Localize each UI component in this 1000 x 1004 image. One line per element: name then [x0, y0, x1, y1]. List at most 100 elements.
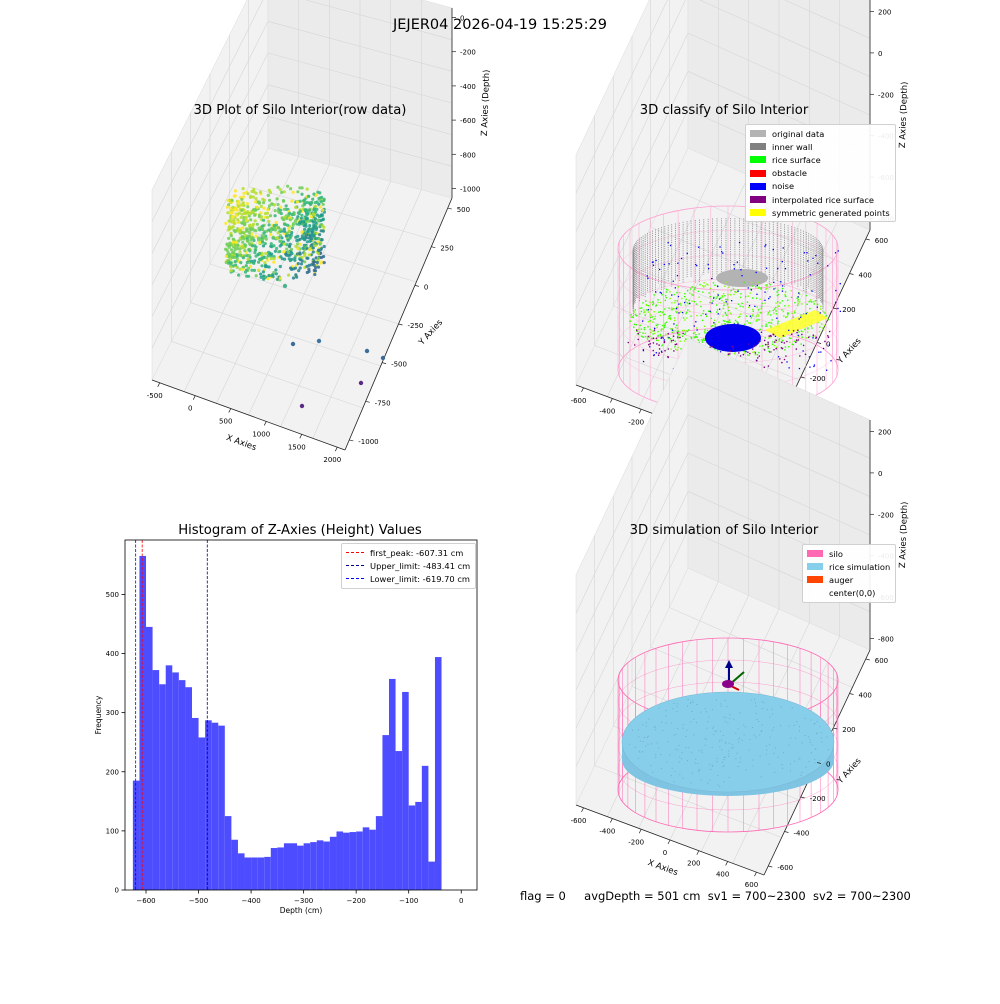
rice-surface-point: [734, 291, 736, 293]
rice-surface-point: [667, 336, 669, 339]
noise-point: [764, 291, 766, 293]
rice-surface-point: [751, 315, 753, 317]
interpolated-point: [674, 343, 677, 346]
interpolated-point: [799, 355, 801, 357]
noise-point: [780, 281, 782, 283]
raw-point: [271, 235, 275, 239]
rice-mesh-point: [687, 705, 688, 707]
raw-point: [230, 198, 234, 202]
raw-point: [231, 240, 235, 244]
rice-mesh-point: [761, 708, 763, 710]
rice-surface-point: [659, 314, 661, 317]
raw-point: [290, 257, 294, 261]
rice-surface-point: [683, 340, 686, 342]
noise-point: [773, 281, 775, 283]
raw-point: [254, 208, 258, 212]
rice-surface-point: [739, 305, 741, 307]
raw-point: [225, 242, 229, 246]
rice-mesh-point: [750, 699, 752, 701]
rice-surface-point: [822, 327, 824, 329]
interpolated-point: [732, 348, 735, 351]
rice-surface-point: [768, 345, 770, 347]
raw-point: [254, 254, 258, 258]
rice-surface-point: [684, 296, 686, 298]
raw-point: [232, 222, 236, 226]
interpolated-point: [807, 336, 810, 339]
rice-mesh-point: [715, 699, 717, 701]
raw-point: [285, 247, 289, 251]
rice-surface-point: [779, 302, 781, 304]
rice-mesh-point: [654, 726, 656, 728]
noise-point: [680, 257, 683, 260]
noise-points: [642, 241, 841, 371]
interpolated-point: [767, 365, 770, 367]
rice-surface-point: [721, 295, 723, 297]
rice-surface-point: [640, 328, 643, 330]
rice-mesh-point: [826, 736, 828, 738]
rice-surface-point: [646, 309, 648, 311]
raw-point: [301, 246, 305, 250]
rice-surface-point: [760, 307, 762, 310]
raw-point: [322, 244, 326, 249]
figure-title: JEJER04 2026-04-19 15:25:29: [392, 17, 607, 33]
rice-surface-point: [676, 330, 679, 332]
raw-outlier-point: [282, 283, 288, 289]
interpolated-point: [781, 341, 783, 344]
noise-point: [765, 244, 767, 246]
rice-surface-point: [778, 338, 780, 341]
raw-point: [263, 261, 267, 265]
interpolated-point: [748, 343, 750, 345]
noise-point: [837, 250, 839, 252]
rice-mesh-point: [637, 729, 639, 731]
rice-mesh-point: [706, 727, 708, 729]
rice-surface-point: [671, 302, 673, 304]
raw-point: [268, 190, 272, 195]
noise-point: [684, 301, 686, 304]
raw-point: [268, 198, 272, 202]
rice-surface-point: [726, 303, 729, 306]
rice-surface-point: [649, 313, 651, 315]
raw-point: [276, 226, 280, 230]
sim-y-tick: [849, 693, 854, 695]
rice-surface-point: [654, 315, 656, 318]
raw-point: [242, 203, 246, 208]
histogram-legend: first_peak: -607.31 cm Upper_limit: -483.…: [341, 543, 477, 589]
rice-mesh-point: [739, 712, 741, 714]
raw-point: [264, 251, 268, 256]
sv1-text: sv1 = 700~2300: [707, 889, 806, 903]
rice-mesh-point: [790, 770, 791, 772]
rice-mesh-point: [759, 755, 761, 757]
rice-surface-point: [778, 340, 780, 342]
rice-mesh-point: [799, 757, 801, 759]
sim-x-tick: [581, 807, 584, 812]
raw-point: [303, 260, 307, 264]
histogram-bar: [316, 840, 324, 890]
raw-y-tick: [431, 246, 436, 249]
raw-point: [300, 230, 304, 234]
raw-point: [319, 255, 324, 260]
noise-point: [800, 316, 802, 318]
sim-y-tick: [865, 658, 870, 661]
noise-point: [815, 337, 817, 339]
classify-x-tick-label: -400: [599, 408, 615, 416]
raw-point: [274, 272, 278, 276]
rice-surface-point: [662, 328, 664, 330]
rice-mesh-point: [669, 754, 671, 756]
raw-y-tick-label: -250: [408, 322, 424, 330]
rice-surface-point: [727, 321, 729, 323]
classify-y-tick-label: -200: [810, 375, 826, 383]
rice-mesh-point: [644, 737, 645, 738]
noise-point: [797, 334, 799, 337]
raw-point: [255, 222, 259, 226]
raw-point: [317, 202, 321, 206]
histogram-plot: −600 −500 −400 −300 −200 −100 0010020030040050…: [94, 539, 478, 915]
interpolated-point: [729, 350, 731, 352]
noise-point: [717, 294, 719, 296]
rice-surface-point: [630, 320, 632, 322]
flag-text: flag = 0: [520, 889, 566, 903]
raw-point: [238, 267, 242, 271]
rice-mesh-point: [810, 752, 812, 754]
rice-surface-point: [764, 302, 766, 304]
rice-surface-point: [639, 324, 641, 326]
